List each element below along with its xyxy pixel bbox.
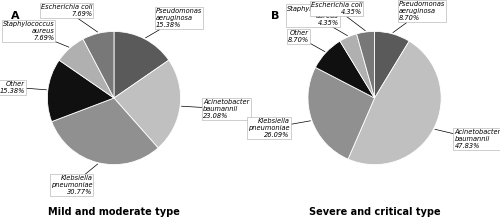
Wedge shape — [316, 41, 374, 98]
Text: Escherichia coli
7.69%: Escherichia coli 7.69% — [41, 4, 98, 32]
Text: B: B — [272, 11, 280, 21]
Wedge shape — [348, 41, 441, 165]
Wedge shape — [340, 34, 374, 98]
Text: Other
15.38%: Other 15.38% — [0, 81, 46, 94]
Wedge shape — [52, 98, 158, 165]
Wedge shape — [308, 67, 374, 159]
Text: Pseudomonas
aeruginosa
15.38%: Pseudomonas aeruginosa 15.38% — [146, 8, 202, 38]
Text: A: A — [10, 11, 20, 21]
Text: Klebsiella
pneumoniae
30.77%: Klebsiella pneumoniae 30.77% — [51, 164, 98, 195]
Wedge shape — [356, 31, 374, 98]
Text: Klebsiella
pneumoniae
26.09%: Klebsiella pneumoniae 26.09% — [248, 118, 310, 138]
Title: Mild and moderate type: Mild and moderate type — [48, 207, 180, 217]
Wedge shape — [59, 39, 114, 98]
Title: Severe and critical type: Severe and critical type — [309, 207, 440, 217]
Wedge shape — [48, 60, 114, 122]
Text: Other
8.70%: Other 8.70% — [288, 30, 325, 52]
Text: Staphylococcus
aureus
4.35%: Staphylococcus aureus 4.35% — [287, 5, 348, 36]
Wedge shape — [83, 31, 114, 98]
Text: Acinetobacter
baumannii
47.83%: Acinetobacter baumannii 47.83% — [435, 129, 500, 149]
Wedge shape — [374, 31, 409, 98]
Text: Staphylococcus
aureus
7.69%: Staphylococcus aureus 7.69% — [2, 21, 69, 47]
Wedge shape — [114, 31, 169, 98]
Text: Acinetobacter
baumannii
23.08%: Acinetobacter baumannii 23.08% — [182, 99, 250, 119]
Text: Escherichia coli
4.35%: Escherichia coli 4.35% — [311, 2, 366, 31]
Wedge shape — [114, 60, 180, 148]
Text: Pseudomonas
aeruginosa
8.70%: Pseudomonas aeruginosa 8.70% — [393, 2, 445, 33]
